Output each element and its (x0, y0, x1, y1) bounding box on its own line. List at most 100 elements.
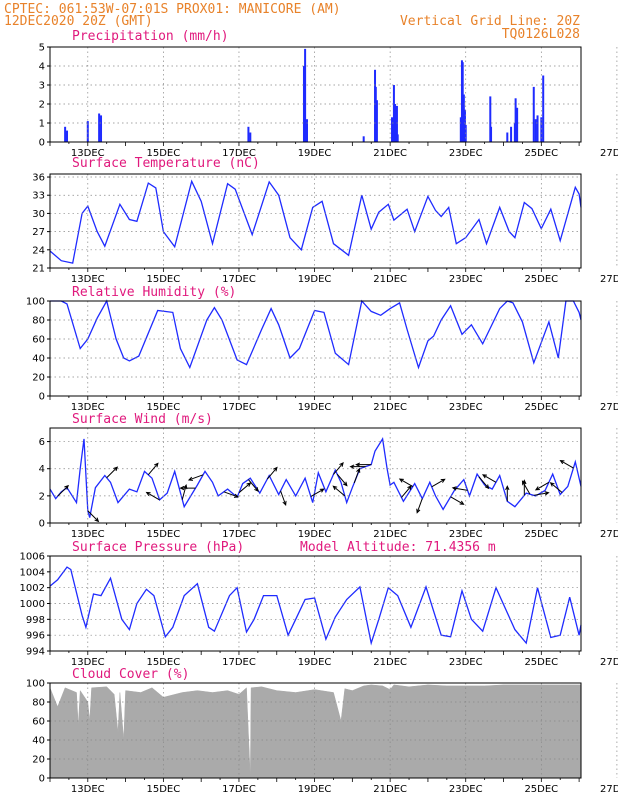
pressure-ytick-label: 1006 (20, 552, 45, 563)
wind-ytick-label: 4 (39, 464, 45, 475)
precip-xtick-label: 27DEC (600, 148, 618, 159)
cloud-cover-panel: Cloud Cover (%) 0 20 40 60 80 100 13DEC 15DEC 17… (26, 667, 618, 795)
cloud-xtick-label: 25DEC (524, 784, 558, 795)
temp-xtick-label: 15DEC (147, 274, 181, 285)
rh-xtick-label: 17DEC (222, 402, 256, 413)
pressure-ytick-label: 994 (26, 647, 45, 658)
cloud-xtick-label: 13DEC (71, 784, 105, 795)
wind-arrow (248, 479, 259, 492)
precip-bar (532, 86, 535, 142)
precip-bar (395, 105, 398, 142)
rh-xtick-label: 15DEC (147, 402, 181, 413)
precip-bar (489, 96, 492, 142)
temp-xtick-label: 13DEC (71, 274, 105, 285)
precip-xtick-label: 13DEC (71, 148, 105, 159)
pressure-xtick-label: 17DEC (222, 657, 256, 668)
pressure-line (49, 566, 582, 646)
cloud-xtick-label: 21DEC (373, 784, 407, 795)
precip-bar (66, 130, 69, 142)
temp-xtick-label: 17DEC (222, 274, 256, 285)
wind-arrow (559, 459, 574, 469)
rh-ytick-label: 80 (32, 316, 45, 327)
precip-bar (374, 86, 377, 142)
temperature-title: Surface Temperature (nC) (72, 156, 260, 171)
wind-arrow (333, 462, 344, 475)
precip-bar (100, 115, 103, 142)
wind-arrow (481, 474, 497, 483)
precip-bar (392, 85, 395, 142)
pressure-xtick-label: 13DEC (71, 657, 105, 668)
pressure-xtick-label: 19DEC (298, 657, 332, 668)
precip-bar (302, 66, 305, 142)
pressure-ytick-label: 1004 (20, 567, 45, 578)
wind-xtick-label: 15DEC (147, 529, 181, 540)
precipitation-title: Precipitation (mm/h) (72, 29, 229, 44)
temp-ytick-label: 21 (32, 264, 45, 275)
cloud-xtick-label: 27DEC (600, 784, 618, 795)
cloud-ytick-label: 0 (39, 774, 45, 785)
precip-bar (305, 119, 308, 142)
temp-ytick-label: 24 (32, 245, 45, 256)
wind-arrow (310, 488, 325, 497)
precip-ytick-label: 2 (39, 100, 45, 111)
wind-arrow (266, 466, 278, 480)
cloud-ytick-label: 40 (32, 736, 45, 747)
wind-arrow (355, 462, 372, 467)
cloud-area (49, 684, 582, 779)
cloud-xtick-label: 23DEC (449, 784, 483, 795)
precip-bar (391, 119, 394, 142)
precip-bar (462, 94, 465, 142)
rh-ytick-label: 20 (32, 373, 45, 384)
wind-arrow (398, 478, 414, 488)
precip-bar (540, 117, 543, 142)
rh-xtick-label: 23DEC (449, 402, 483, 413)
cloud-xtick-label: 17DEC (222, 784, 256, 795)
precip-bar (490, 126, 493, 142)
precip-bar (459, 117, 462, 142)
rh-xtick-label: 21DEC (373, 402, 407, 413)
wind-arrow (451, 486, 468, 491)
wind-arrow (223, 491, 240, 498)
header-location: CPTEC: 061:53W-07:01S PROX01: MANICORE (… (4, 2, 341, 17)
precip-xtick-label: 19DEC (298, 148, 332, 159)
precip-bar (304, 48, 307, 142)
pressure-xtick-label: 25DEC (524, 657, 558, 668)
wind-arrow (549, 482, 563, 493)
precip-bar (534, 119, 537, 142)
rh-xtick-label: 19DEC (298, 402, 332, 413)
precip-bar (362, 136, 365, 142)
precip-xtick-label: 25DEC (524, 148, 558, 159)
pressure-panel: Surface Pressure (hPa) Model Altitude: 7… (20, 540, 618, 668)
header-run-time: 12DEC2020 20Z (GMT) (4, 14, 153, 29)
wind-arrow (147, 462, 159, 476)
rh-frame (49, 300, 582, 397)
temp-ytick-label: 36 (32, 173, 45, 184)
cloud-xtick-label: 19DEC (298, 784, 332, 795)
cloud-cover-title: Cloud Cover (%) (72, 667, 189, 682)
rh-ytick-label: 0 (39, 392, 45, 403)
wind-ytick-label: 2 (39, 491, 45, 502)
wind-xtick-label: 13DEC (71, 529, 105, 540)
precip-bar (394, 104, 397, 142)
precip-xtick-label: 21DEC (373, 148, 407, 159)
pressure-title: Surface Pressure (hPa) (72, 540, 244, 555)
wind-arrow (478, 476, 490, 490)
wind-title: Surface Wind (m/s) (72, 412, 213, 427)
pressure-ytick-label: 1002 (20, 583, 45, 594)
precip-bar (536, 115, 539, 142)
temp-line (49, 179, 582, 264)
rh-ytick-label: 40 (32, 354, 45, 365)
header-grid-note: Vertical Grid Line: 20Z (400, 14, 580, 29)
wind-arrow (431, 478, 446, 488)
precip-xtick-label: 23DEC (449, 148, 483, 159)
wind-xtick-label: 25DEC (524, 529, 558, 540)
wind-arrow (187, 474, 204, 481)
wind-arrow (533, 491, 550, 496)
rh-xtick-label: 13DEC (71, 402, 105, 413)
wind-line (49, 437, 582, 518)
temp-xtick-label: 23DEC (449, 274, 483, 285)
rh-xtick-label: 25DEC (524, 402, 558, 413)
precip-bar (510, 126, 513, 142)
precip-bar (86, 121, 89, 142)
pressure-xtick-label: 23DEC (449, 657, 483, 668)
